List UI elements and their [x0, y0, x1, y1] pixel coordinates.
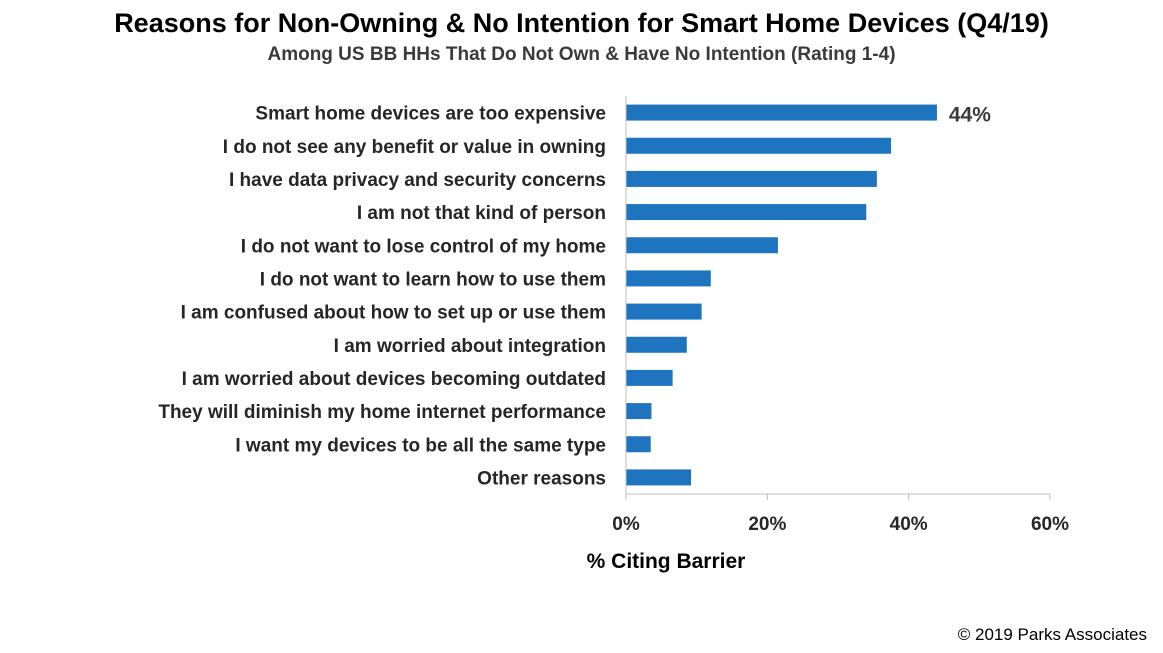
category-label: Smart home devices are too expensive [255, 104, 606, 125]
category-label: They will diminish my home internet perf… [158, 402, 606, 423]
category-label: I have data privacy and security concern… [229, 170, 606, 191]
x-tick-label: 40% [890, 514, 928, 535]
data-label: 44% [949, 104, 991, 127]
x-axis-title: % Citing Barrier [587, 550, 746, 573]
copyright-notice: © 2019 Parks Associates [957, 625, 1147, 644]
bar [626, 204, 867, 221]
chart-title: Reasons for Non-Owning & No Intention fo… [114, 8, 1049, 38]
bar [626, 369, 673, 386]
bar [626, 237, 778, 254]
bar [626, 336, 687, 353]
bar [626, 403, 652, 420]
bar [626, 303, 702, 320]
x-tick-label: 0% [612, 514, 640, 535]
category-label: I am confused about how to set up or use… [181, 303, 606, 324]
x-tick-label: 60% [1031, 514, 1069, 535]
bar [626, 104, 937, 121]
category-label: Other reasons [477, 468, 606, 489]
bar [626, 469, 692, 486]
category-label: I am worried about integration [334, 336, 606, 357]
chart-subtitle: Among US BB HHs That Do Not Own & Have N… [267, 44, 896, 65]
x-tick-label: 20% [748, 514, 786, 535]
category-label: I am not that kind of person [357, 203, 606, 224]
category-label: I do not want to learn how to use them [260, 269, 606, 290]
bar [626, 137, 891, 154]
bar [626, 170, 877, 187]
category-label: I am worried about devices becoming outd… [182, 369, 606, 390]
bar [626, 436, 651, 453]
category-label: I do not see any benefit or value in own… [223, 137, 606, 158]
category-label: I do not want to lose control of my home [241, 236, 606, 257]
category-label: I want my devices to be all the same typ… [235, 435, 606, 456]
bar [626, 270, 711, 287]
